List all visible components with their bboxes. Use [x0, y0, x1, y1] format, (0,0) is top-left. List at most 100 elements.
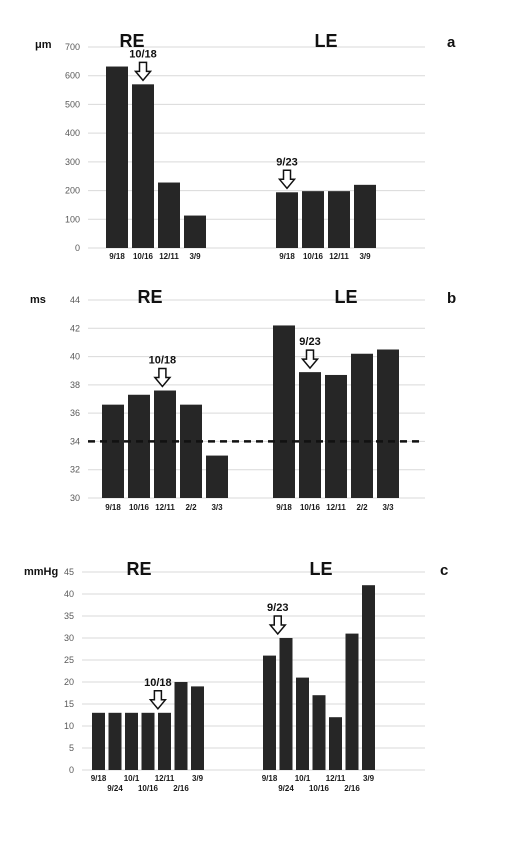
bar: [128, 394, 150, 498]
bar: [302, 191, 324, 248]
x-tick-label: 9/18: [276, 503, 292, 512]
y-tick-label: 0: [69, 765, 74, 775]
eye-label: RE: [137, 287, 162, 307]
x-tick-label: 2/2: [356, 503, 368, 512]
bar: [296, 677, 309, 770]
bar: [263, 655, 276, 770]
eye-label: RE: [119, 31, 144, 51]
annotation-date: 9/23: [276, 156, 297, 168]
x-tick-label: 2/16: [173, 784, 189, 793]
x-tick-label: 9/18: [279, 252, 295, 261]
eye-label: LE: [309, 559, 332, 579]
x-tick-label: 3/9: [363, 774, 375, 783]
x-tick-label: 9/18: [262, 774, 278, 783]
bar: [180, 404, 202, 498]
x-tick-label: 9/18: [91, 774, 107, 783]
bar: [141, 712, 155, 770]
bar: [377, 349, 399, 498]
eye-label: LE: [314, 31, 337, 51]
bar: [325, 374, 347, 498]
y-tick-label: 34: [70, 436, 80, 446]
bar: [184, 215, 206, 248]
y-tick-label: 10: [64, 721, 74, 731]
x-tick-label: 10/16: [303, 252, 324, 261]
x-tick-label: 12/11: [159, 252, 179, 261]
y-unit-label: mmHg: [24, 566, 58, 578]
bar: [92, 712, 105, 770]
bar: [354, 184, 376, 248]
x-tick-label: 9/18: [109, 252, 125, 261]
y-tick-label: 35: [64, 611, 74, 621]
y-tick-label: 30: [64, 633, 74, 643]
x-tick-label: 12/11: [326, 503, 346, 512]
y-tick-label: 40: [70, 352, 80, 362]
x-tick-label: 2/16: [344, 784, 360, 793]
y-tick-label: 700: [65, 42, 80, 52]
annotation-date: 9/23: [299, 336, 320, 348]
x-tick-label: 10/16: [129, 503, 150, 512]
bar: [345, 633, 359, 770]
y-tick-label: 20: [64, 677, 74, 687]
bar: [206, 455, 228, 498]
y-tick-label: 38: [70, 380, 80, 390]
x-tick-label: 12/11: [326, 774, 346, 783]
bar: [328, 191, 350, 248]
x-tick-label: 10/16: [138, 784, 159, 793]
y-tick-label: 5: [69, 743, 74, 753]
bar: [299, 372, 321, 498]
y-tick-label: 600: [65, 71, 80, 81]
annotation-arrow-icon: [300, 349, 320, 370]
annotation-arrow-icon: [133, 61, 153, 82]
panel-label: b: [447, 290, 456, 307]
bar: [312, 695, 326, 770]
panel-label: a: [447, 34, 456, 51]
y-tick-label: 36: [70, 408, 80, 418]
x-tick-label: 12/11: [155, 774, 175, 783]
bar: [191, 686, 204, 770]
x-tick-label: 3/3: [382, 503, 394, 512]
bar: [351, 353, 373, 498]
y-tick-label: 400: [65, 128, 80, 138]
y-tick-label: 44: [70, 295, 80, 305]
bar: [276, 192, 298, 248]
x-tick-label: 3/3: [211, 503, 223, 512]
y-tick-label: 25: [64, 655, 74, 665]
x-tick-label: 10/1: [124, 774, 140, 783]
eye-label: LE: [334, 287, 357, 307]
bar: [362, 585, 375, 770]
bar: [154, 390, 176, 498]
bar: [108, 712, 122, 770]
annotation-arrow-icon: [268, 615, 287, 636]
x-tick-label: 3/9: [189, 252, 201, 261]
x-tick-label: 10/16: [300, 503, 321, 512]
annotation-arrow-icon: [148, 690, 168, 710]
eye-label: RE: [126, 559, 151, 579]
annotation-date: 10/18: [144, 677, 172, 689]
bar: [279, 638, 293, 770]
y-tick-label: 40: [64, 589, 74, 599]
y-tick-label: 0: [75, 243, 80, 253]
panel-label: c: [440, 562, 448, 579]
annotation-arrow-icon: [153, 367, 172, 388]
x-tick-label: 9/24: [107, 784, 123, 793]
annotation-date: 10/18: [149, 355, 177, 367]
bar: [125, 712, 138, 770]
annotation-date: 9/23: [267, 602, 288, 614]
chart-panel-a: 0 100 200 300 400 500 600 700 μm a RE 9/18 10/16 12/1…: [35, 31, 456, 261]
x-tick-label: 3/9: [192, 774, 204, 783]
annotation-arrow-icon: [277, 169, 297, 190]
y-tick-label: 100: [65, 214, 80, 224]
y-unit-label: μm: [35, 39, 52, 51]
x-tick-label: 10/16: [133, 252, 154, 261]
bar: [132, 84, 154, 248]
bar: [273, 325, 295, 498]
chart-panel-b: 30 32 34 36 38 40 42 44 ms b RE 9/18 10/16 12/11 2/2 3/…: [30, 287, 456, 512]
y-tick-label: 300: [65, 157, 80, 167]
y-tick-label: 200: [65, 186, 80, 196]
x-tick-label: 2/2: [185, 503, 197, 512]
annotation-date: 10/18: [129, 48, 157, 60]
x-tick-label: 9/24: [278, 784, 294, 793]
y-tick-label: 30: [70, 493, 80, 503]
x-tick-label: 10/1: [295, 774, 311, 783]
